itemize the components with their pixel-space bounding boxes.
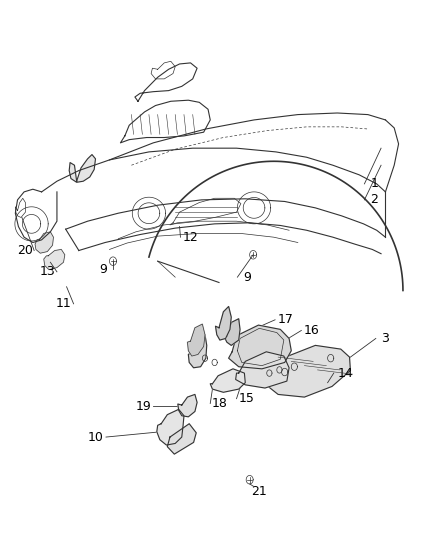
Text: 16: 16 (304, 324, 320, 337)
Polygon shape (229, 325, 291, 369)
Text: 14: 14 (337, 367, 353, 379)
Polygon shape (223, 319, 240, 345)
Text: 2: 2 (371, 193, 378, 206)
Text: 18: 18 (212, 397, 228, 410)
Polygon shape (210, 369, 245, 392)
Polygon shape (236, 352, 289, 388)
Polygon shape (268, 345, 350, 397)
Text: 11: 11 (56, 297, 71, 310)
Text: 19: 19 (136, 400, 152, 413)
Text: 20: 20 (18, 244, 33, 257)
Text: 17: 17 (278, 313, 293, 326)
Text: 21: 21 (251, 485, 267, 498)
Text: 9: 9 (244, 271, 251, 284)
Text: 9: 9 (99, 263, 107, 276)
Text: 13: 13 (39, 265, 55, 278)
Polygon shape (35, 232, 53, 253)
Text: 15: 15 (238, 392, 254, 405)
Polygon shape (187, 324, 205, 356)
Polygon shape (157, 409, 184, 445)
Text: 1: 1 (371, 177, 378, 190)
Text: 3: 3 (381, 332, 389, 345)
Polygon shape (188, 335, 207, 368)
Polygon shape (44, 249, 65, 270)
Polygon shape (215, 306, 231, 340)
Polygon shape (178, 394, 197, 417)
Polygon shape (167, 424, 196, 454)
Text: 10: 10 (88, 431, 103, 443)
Polygon shape (69, 155, 95, 182)
Text: 12: 12 (183, 231, 198, 244)
